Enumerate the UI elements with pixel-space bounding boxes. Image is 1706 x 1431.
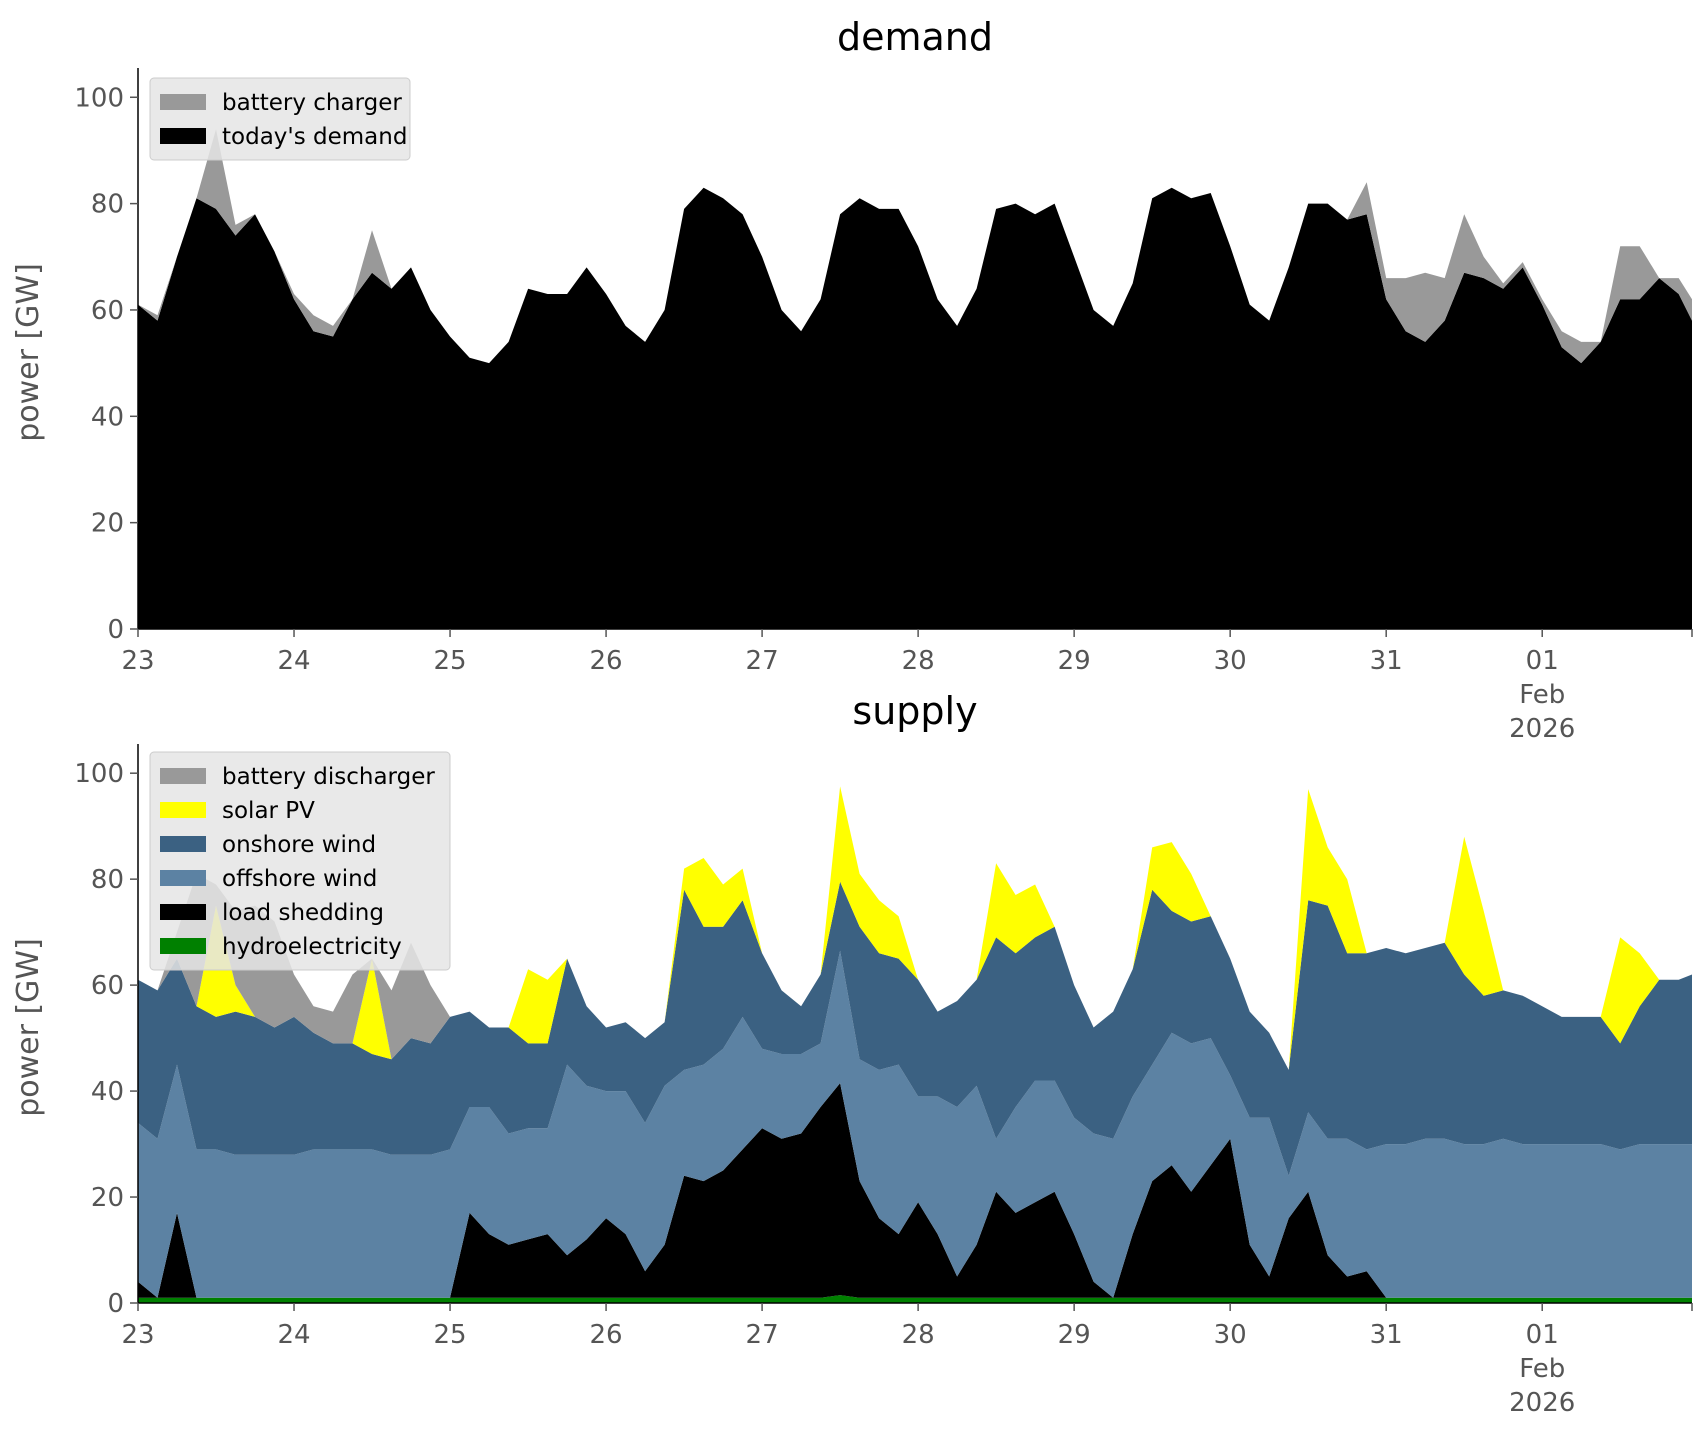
area-offshore-wind-2 xyxy=(138,950,1692,1298)
y-tick-label: 20 xyxy=(91,509,124,539)
y-tick-label: 80 xyxy=(91,865,124,895)
legend-swatch xyxy=(160,870,206,886)
legend-swatch xyxy=(160,938,206,954)
y-tick-label: 20 xyxy=(91,1183,124,1213)
legend-label: solar PV xyxy=(222,798,315,824)
legend-swatch xyxy=(160,128,206,144)
legend-label: today's demand xyxy=(222,124,407,150)
x-tick-label: Feb xyxy=(1519,680,1565,710)
chart-title-2: supply xyxy=(852,689,977,733)
x-tick-label: 26 xyxy=(590,646,623,676)
x-tick-label: 28 xyxy=(902,1320,935,1350)
area-today-s-demand-1 xyxy=(138,187,1692,629)
x-tick-label: 25 xyxy=(434,1320,467,1350)
legend-label: battery charger xyxy=(222,90,402,116)
x-tick-label: 01 xyxy=(1526,1320,1559,1350)
x-tick-label: 30 xyxy=(1214,646,1247,676)
x-tick-label: 31 xyxy=(1370,1320,1403,1350)
y-tick-label: 0 xyxy=(107,1289,124,1319)
legend-label: offshore wind xyxy=(222,866,377,892)
x-tick-label: 24 xyxy=(277,1320,310,1350)
x-tick-label: 24 xyxy=(277,646,310,676)
x-tick-label: 28 xyxy=(902,646,935,676)
area-load-shedding-2 xyxy=(138,1083,1692,1298)
x-tick-label: 27 xyxy=(746,646,779,676)
legend-box-1 xyxy=(149,77,411,161)
area-hydroelectricity-2 xyxy=(138,1295,1692,1303)
x-tick-label: 29 xyxy=(1058,646,1091,676)
legend-swatch xyxy=(160,904,206,920)
legend-label: battery discharger xyxy=(222,764,435,790)
legend-swatch xyxy=(160,802,206,818)
area-onshore-wind-2 xyxy=(138,881,1692,1176)
x-tick-label: 26 xyxy=(590,1320,623,1350)
legend-label: onshore wind xyxy=(222,832,376,858)
x-tick-label: 01 xyxy=(1526,646,1559,676)
x-tick-label: 23 xyxy=(121,1320,154,1350)
x-tick-label: 31 xyxy=(1370,646,1403,676)
x-tick-label: 29 xyxy=(1058,1320,1091,1350)
y-axis-label-1: power [GW] xyxy=(11,263,46,442)
x-tick-label: 27 xyxy=(746,1320,779,1350)
x-tick-label: Feb xyxy=(1519,1354,1565,1384)
chart-title-1: demand xyxy=(837,15,993,59)
y-tick-label: 40 xyxy=(91,1077,124,1107)
x-tick-label: 30 xyxy=(1214,1320,1247,1350)
legend-swatch xyxy=(160,836,206,852)
x-tick-label: 25 xyxy=(434,646,467,676)
y-tick-label: 100 xyxy=(74,759,124,789)
x-tick-label: 2026 xyxy=(1509,714,1575,744)
y-tick-label: 80 xyxy=(91,190,124,220)
y-tick-label: 100 xyxy=(74,83,124,113)
y-tick-label: 0 xyxy=(107,615,124,645)
legend-box-2 xyxy=(149,751,451,971)
x-tick-label: 2026 xyxy=(1509,1388,1575,1418)
x-tick-label: 23 xyxy=(121,646,154,676)
y-axis-label-2: power [GW] xyxy=(11,938,46,1117)
y-tick-label: 40 xyxy=(91,402,124,432)
area-solar-pv-2 xyxy=(138,786,1692,1070)
legend-label: load shedding xyxy=(222,900,384,926)
y-tick-label: 60 xyxy=(91,296,124,326)
y-tick-label: 60 xyxy=(91,971,124,1001)
legend-label: hydroelectricity xyxy=(222,934,402,960)
legend-swatch xyxy=(160,94,206,110)
legend-swatch xyxy=(160,768,206,784)
